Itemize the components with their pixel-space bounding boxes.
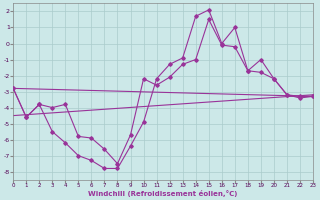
X-axis label: Windchill (Refroidissement éolien,°C): Windchill (Refroidissement éolien,°C) bbox=[88, 190, 238, 197]
